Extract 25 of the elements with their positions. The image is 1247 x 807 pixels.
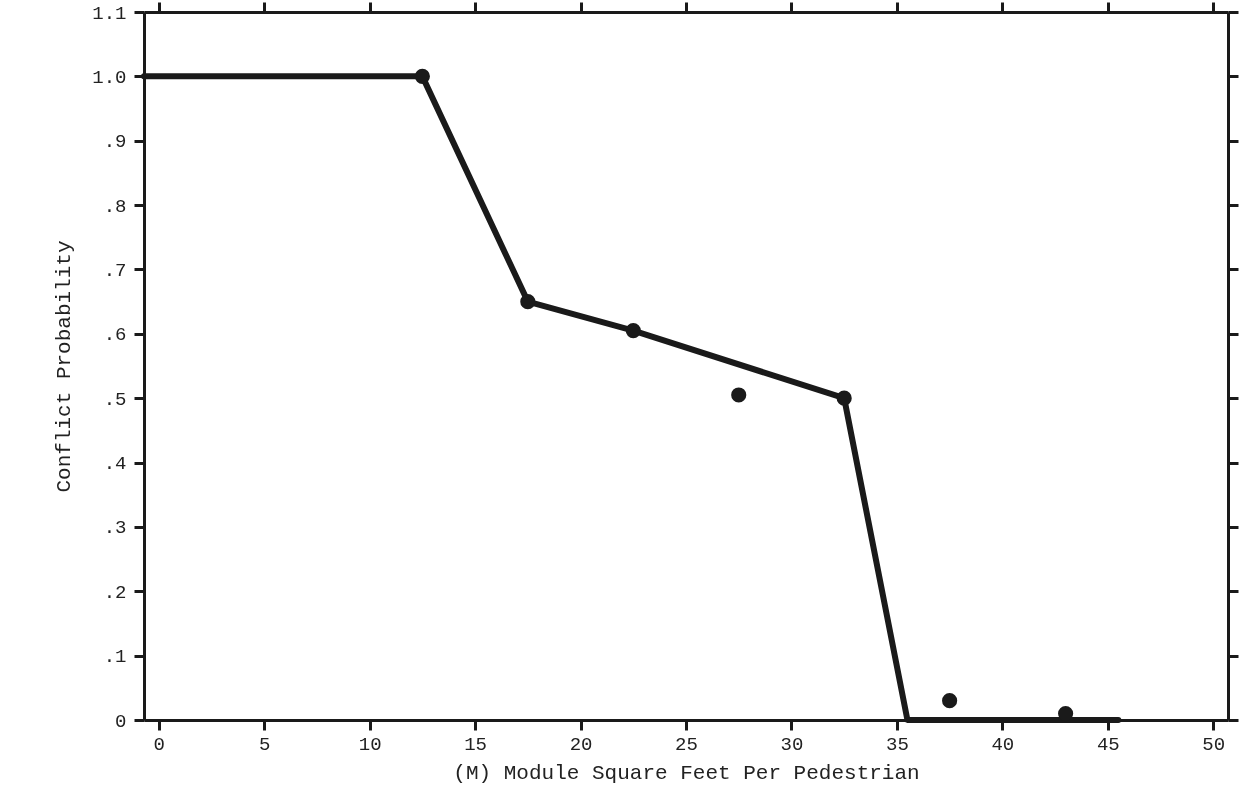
y-tick-label: .2 — [103, 581, 127, 604]
x-tick-label: 35 — [885, 733, 909, 756]
y-tick-label: 1.0 — [92, 66, 127, 89]
y-tick-label: .9 — [103, 131, 127, 154]
y-tick-label: .6 — [103, 324, 127, 347]
y-tick-label: .7 — [103, 259, 127, 282]
x-tick-label: 15 — [464, 733, 488, 756]
y-axis-title: Conflict Probability — [53, 240, 77, 493]
x-tick-label: 0 — [153, 733, 165, 756]
y-tick-label: .1 — [103, 646, 127, 669]
y-tick-label: 1.1 — [92, 2, 127, 25]
x-tick-label: 50 — [1202, 733, 1226, 756]
y-tick-label: .3 — [103, 517, 127, 540]
x-tick-label: 10 — [358, 733, 382, 756]
x-tick-label: 45 — [1096, 733, 1120, 756]
x-tick-label: 5 — [259, 733, 271, 756]
y-tick-label: 0 — [115, 710, 127, 733]
y-tick-label: .8 — [103, 195, 127, 218]
y-tick-label: .5 — [103, 388, 127, 411]
x-tick-label: 20 — [569, 733, 593, 756]
x-tick-label: 25 — [675, 733, 698, 756]
x-tick-label: 30 — [780, 733, 804, 756]
y-tick-label: .4 — [103, 453, 127, 476]
x-axis-title: (M) Module Square Feet Per Pedestrian — [453, 761, 920, 785]
x-tick-label: 40 — [991, 733, 1015, 756]
